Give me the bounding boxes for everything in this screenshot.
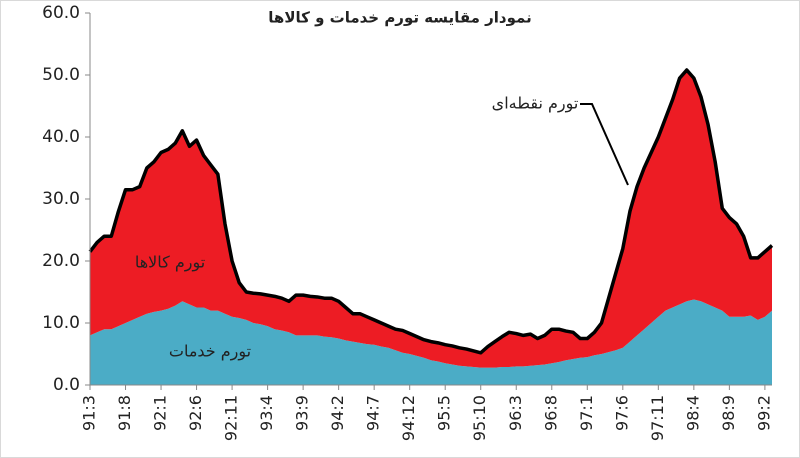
x-tick-label: 94:7 [364, 395, 383, 431]
y-tick-label: 40.0 [42, 127, 80, 147]
x-tick-label: 94:12 [399, 395, 418, 441]
y-tick-label: 20.0 [42, 251, 80, 271]
x-tick-label: 91:3 [80, 395, 99, 431]
y-tick-label: 10.0 [42, 313, 80, 333]
x-tick-label: 98:4 [683, 395, 702, 431]
area [90, 70, 772, 368]
x-tick-label: 92:1 [151, 395, 170, 431]
leader-line [580, 103, 629, 186]
x-tick-label: 94:2 [328, 395, 347, 431]
x-tick-label: 97:1 [577, 395, 596, 431]
y-tick-label: 60.0 [42, 3, 80, 23]
x-tick-label: 98:9 [719, 395, 738, 431]
x-tick-label: 97:6 [612, 395, 631, 431]
chart-title: نمودار مقایسه تورم خدمات و کالاها [268, 9, 531, 27]
y-tick-label: 50.0 [42, 65, 80, 85]
area [90, 299, 772, 385]
x-tick-label: 96:8 [541, 395, 560, 431]
series-label: تورم کالاها [135, 253, 205, 273]
line [88, 68, 774, 355]
x-tick-label: 92:6 [186, 395, 205, 431]
x-tick-label: 95:5 [435, 395, 454, 431]
x-tick-label: 93:9 [293, 395, 312, 431]
x-tick-label: 99:2 [754, 395, 773, 431]
y-tick-label: 30.0 [42, 189, 80, 209]
x-tick-label: 95:10 [470, 395, 489, 441]
series-label: تورم خدمات [169, 342, 251, 362]
x-tick-label: 96:3 [506, 395, 525, 431]
series-label: تورم نقطه‌ای [492, 94, 579, 114]
x-tick-label: 93:4 [257, 395, 276, 431]
x-tick-label: 92:11 [222, 395, 241, 441]
y-tick-label: 0.0 [53, 375, 80, 395]
x-tick-label: 91:8 [115, 395, 134, 431]
x-tick-label: 97:11 [648, 395, 667, 441]
plot: 0.0 10.0 20.0 30.0 40.0 50.0 60.0 91:3 91:8 92:1 9… [42, 3, 773, 441]
